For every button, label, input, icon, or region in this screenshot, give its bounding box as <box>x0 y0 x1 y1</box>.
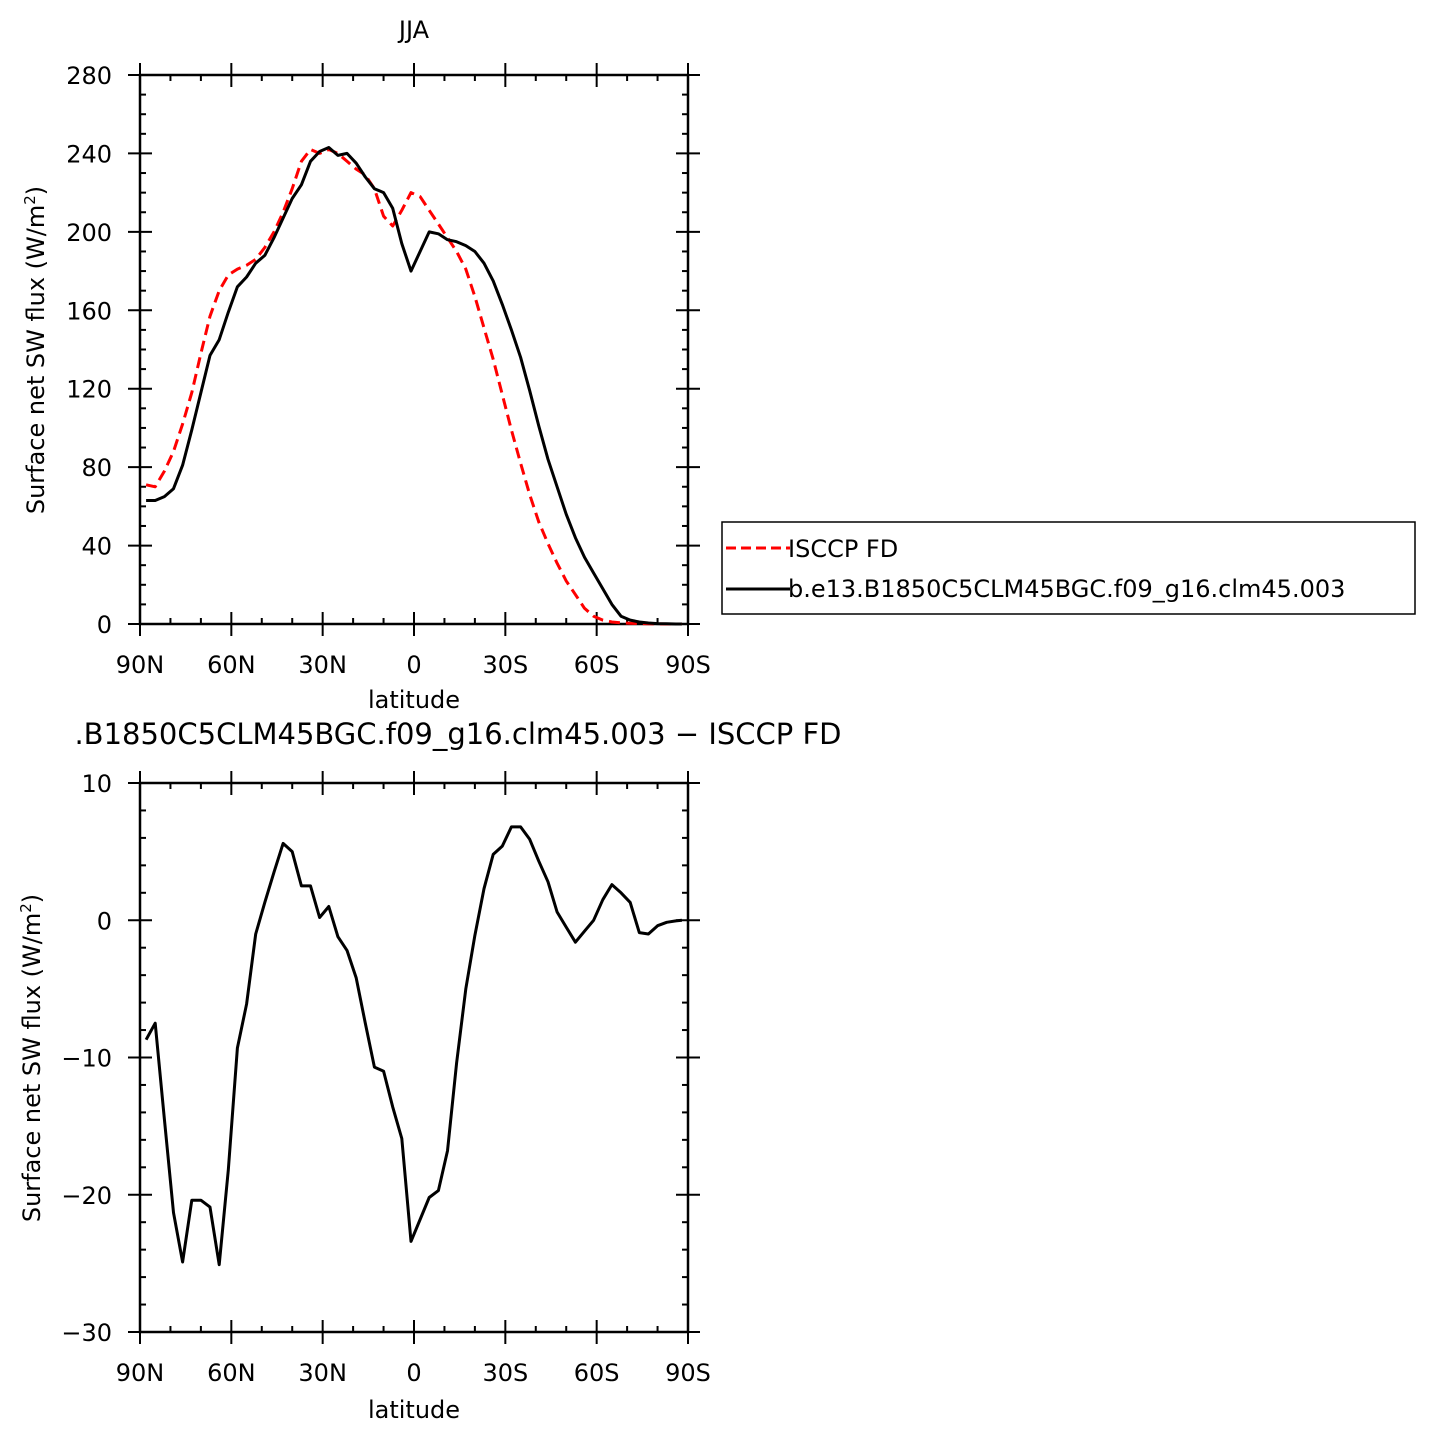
top-y-tick-label: 120 <box>66 376 112 404</box>
bottom-x-tick-label: 60S <box>574 1359 620 1387</box>
bottom-x-axis-label: latitude <box>368 1396 460 1424</box>
top-series-line-0 <box>145 148 682 626</box>
top-x-tick-label: 90N <box>116 651 165 679</box>
bottom-axis-tick-labels: 90N 60N 30N 0 30S 60S 90S −30 −20 −10 0 10 <box>61 770 711 1387</box>
bottom-x-tick-label: 60N <box>207 1359 256 1387</box>
top-x-tick-label: 60N <box>207 651 256 679</box>
top-y-axis-label: Surface net SW flux (W/m2) <box>21 186 50 514</box>
top-x-tick-label: 30N <box>298 651 347 679</box>
legend: ISCCP FD b.e13.B1850C5CLM45BGC.f09_g16.c… <box>721 521 1416 615</box>
bottom-x-tick-label: 30N <box>298 1359 347 1387</box>
bottom-series-line-0 <box>144 825 683 1267</box>
top-plot-frame <box>138 73 690 626</box>
top-x-axis-label: latitude <box>368 686 460 714</box>
bottom-panel: .B1850C5CLM45BGC.f09_g16.clm45.003 − ISC… <box>17 717 842 1424</box>
top-y-tick-label: 40 <box>81 533 112 561</box>
top-panel: JJA 90N 60N 30N 0 30S 60S 90S 0 40 80 120 160 200 240… <box>21 16 711 714</box>
bottom-x-tick-label: 90S <box>665 1359 711 1387</box>
top-x-tick-label: 0 <box>406 651 421 679</box>
bottom-title: .B1850C5CLM45BGC.f09_g16.clm45.003 − ISC… <box>74 717 841 751</box>
bottom-y-tick-label: 10 <box>81 770 112 798</box>
top-x-tick-label: 90S <box>665 651 711 679</box>
bottom-x-tick-label: 90N <box>116 1359 165 1387</box>
legend-label-model: b.e13.B1850C5CLM45BGC.f09_g16.clm45.003 <box>788 575 1345 603</box>
bottom-y-tick-label: −30 <box>61 1319 112 1347</box>
legend-box <box>721 521 1416 615</box>
top-title: JJA <box>397 16 430 44</box>
bottom-y-tick-label: 0 <box>97 907 112 935</box>
top-x-tick-label: 60S <box>574 651 620 679</box>
top-axis-ticks <box>128 63 700 636</box>
legend-label-isccp: ISCCP FD <box>788 535 898 563</box>
top-y-tick-label: 0 <box>97 611 112 639</box>
top-y-tick-label: 240 <box>66 140 112 168</box>
bottom-y-tick-label: −10 <box>61 1045 112 1073</box>
top-axis-tick-labels: 90N 60N 30N 0 30S 60S 90S 0 40 80 120 160 200 240 280 <box>66 62 711 679</box>
bottom-x-tick-label: 0 <box>406 1359 421 1387</box>
top-y-tick-label: 80 <box>81 454 112 482</box>
bottom-series-group <box>144 825 683 1267</box>
top-series-line-1 <box>146 146 682 626</box>
top-series-group <box>145 146 682 626</box>
top-y-tick-label: 160 <box>66 297 112 325</box>
top-x-tick-label: 30S <box>482 651 528 679</box>
top-y-tick-label: 280 <box>66 62 112 90</box>
bottom-axis-ticks <box>128 771 700 1344</box>
top-y-tick-label: 200 <box>66 219 112 247</box>
bottom-y-axis-label: Surface net SW flux (W/m2) <box>17 894 46 1222</box>
bottom-x-tick-label: 30S <box>482 1359 528 1387</box>
bottom-plot-frame <box>138 781 690 1334</box>
bottom-y-tick-label: −20 <box>61 1182 112 1210</box>
